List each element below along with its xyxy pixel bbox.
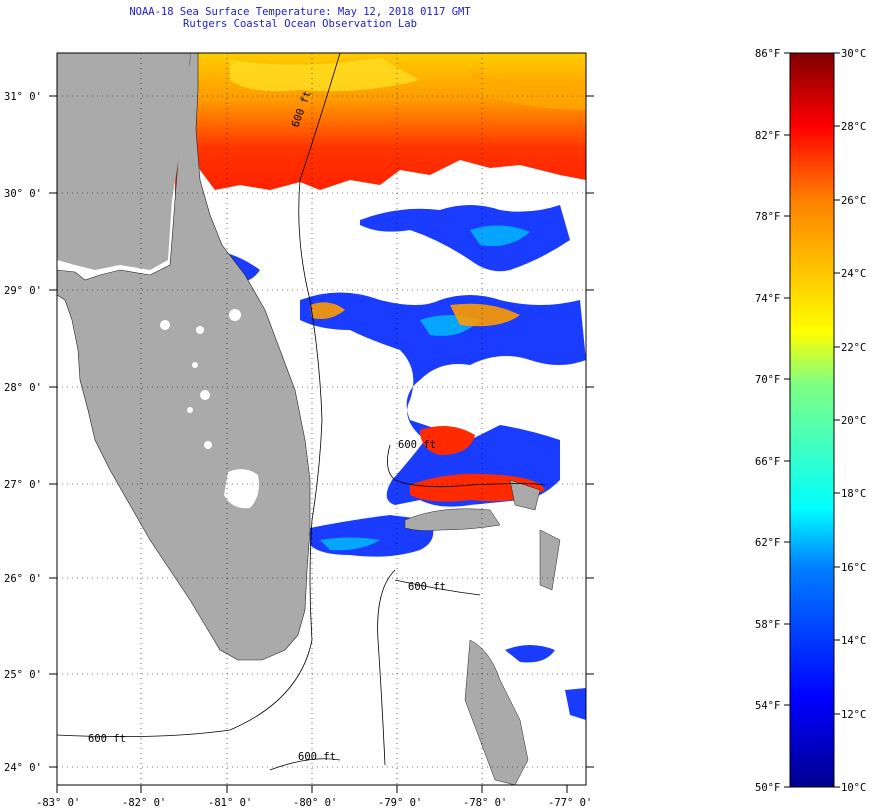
lat-label: 30° 0'	[4, 188, 42, 200]
cb-f-label: 86°F	[755, 48, 780, 60]
isobath-label: 600 ft	[298, 751, 336, 763]
isobath-label: 600 ft	[408, 581, 446, 593]
map-subtitle: Rutgers Coastal Ocean Observation Lab	[183, 18, 417, 30]
lat-label: 26° 0'	[4, 573, 42, 585]
florida-landmass	[57, 53, 311, 661]
cb-f-label: 62°F	[755, 537, 780, 549]
cb-c-label: 14°C	[841, 635, 866, 647]
cb-f-label: 54°F	[755, 700, 780, 712]
lon-label: -77° 0'	[548, 797, 592, 809]
cb-c-label: 30°C	[841, 48, 866, 60]
graticule	[57, 53, 586, 785]
lat-label: 24° 0'	[4, 762, 42, 774]
florida-panhandle	[57, 53, 190, 270]
lon-label: -78° 0'	[463, 797, 507, 809]
isobath-label: 600 ft	[88, 733, 126, 745]
cb-c-label: 26°C	[841, 195, 866, 207]
isobath-lines	[57, 53, 546, 771]
axis-ticks	[49, 95, 594, 793]
lon-label: -80° 0'	[293, 797, 337, 809]
cb-c-label: 28°C	[841, 121, 866, 133]
map-title: NOAA-18 Sea Surface Temperature: May 12,…	[129, 6, 471, 18]
isobath-label: 600 ft	[398, 439, 436, 451]
colorbar	[789, 52, 835, 788]
warm-patches	[310, 302, 520, 327]
cb-c-label: 24°C	[841, 268, 866, 280]
lat-label: 31° 0'	[4, 91, 42, 103]
cb-c-label: 10°C	[841, 782, 866, 794]
lon-label: -81° 0'	[208, 797, 252, 809]
cb-f-label: 70°F	[755, 374, 780, 386]
lon-label: -83° 0'	[36, 797, 80, 809]
cb-f-label: 74°F	[755, 293, 780, 305]
bahamas-islands	[404, 479, 561, 785]
cb-f-label: 78°F	[755, 211, 780, 223]
lat-label: 29° 0'	[4, 285, 42, 297]
cb-c-label: 16°C	[841, 562, 866, 574]
lat-label: 25° 0'	[4, 669, 42, 681]
cb-c-label: 12°C	[841, 709, 866, 721]
cb-f-label: 66°F	[755, 456, 780, 468]
colorbar-ticks	[784, 52, 840, 788]
map-frame	[56, 52, 587, 786]
lat-label: 27° 0'	[4, 479, 42, 491]
cool-water-patches	[215, 205, 586, 720]
map-area	[57, 53, 586, 785]
inland-lakes	[160, 309, 241, 449]
lake-okeechobee	[224, 469, 259, 509]
cb-f-label: 82°F	[755, 130, 780, 142]
lon-label: -82° 0'	[122, 797, 166, 809]
cb-c-label: 18°C	[841, 488, 866, 500]
cb-f-label: 50°F	[755, 782, 780, 794]
cb-c-label: 20°C	[841, 415, 866, 427]
cb-c-label: 22°C	[841, 342, 866, 354]
cb-f-label: 58°F	[755, 619, 780, 631]
lat-label: 28° 0'	[4, 382, 42, 394]
lon-label: -79° 0'	[378, 797, 422, 809]
